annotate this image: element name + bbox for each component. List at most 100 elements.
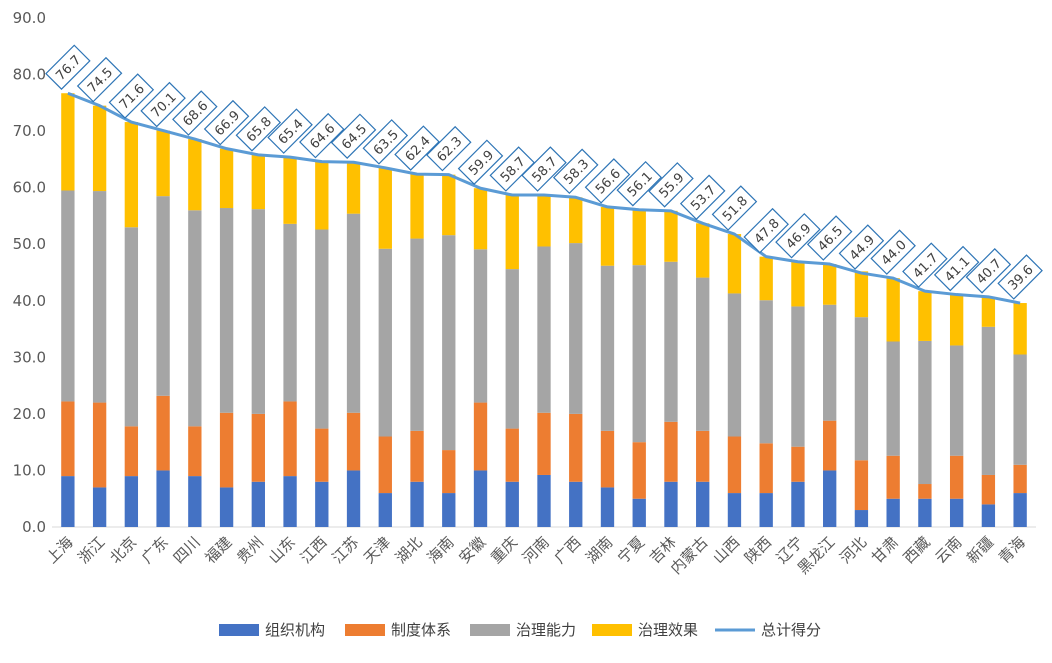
bar-segment-4: [791, 261, 805, 307]
y-axis-ticks: 0.0 10.0 20.0 30.0 40.0 50.0 60.0 70.0 80.0 90.0: [13, 9, 46, 536]
bar-segment-4: [442, 174, 456, 236]
bar-segment-3: [696, 277, 710, 431]
bar-segment-4: [696, 223, 710, 278]
bar-segment-3: [124, 227, 139, 427]
total-line: [67, 91, 1021, 305]
bar-segment-1: [61, 476, 75, 527]
bar-segment-1: [949, 498, 964, 527]
bar-segment-1: [92, 487, 107, 527]
data-label-box: [997, 254, 1043, 300]
bar-segment-4: [315, 161, 329, 230]
data-label-box: [870, 229, 916, 275]
x-category-label: 贵州: [233, 533, 267, 567]
data-label-box: [267, 108, 313, 154]
bar-segment-3: [283, 223, 297, 402]
bar-segment-4: [188, 139, 202, 211]
bar-segment-2: [886, 455, 900, 499]
bar-segment-3: [410, 238, 424, 431]
legend-item: 组织机构: [219, 621, 325, 639]
bar-segment-4: [854, 271, 869, 318]
legend-swatch: [345, 624, 385, 636]
bar-segment-1: [378, 493, 392, 527]
bar-segment-1: [600, 487, 615, 527]
data-label-box: [140, 81, 186, 128]
y-tick-label: 20.0: [13, 405, 46, 423]
data-label-box: [775, 212, 821, 259]
x-category-label: 湖北: [392, 533, 426, 567]
bar-segment-3: [442, 235, 456, 451]
x-category-label: 西藏: [900, 533, 934, 567]
legend-item: 治理效果: [592, 621, 698, 639]
bar-segment-2: [442, 450, 456, 494]
data-label-box: [108, 73, 155, 119]
x-category-label: 北京: [106, 533, 140, 567]
bar-segment-1: [569, 481, 583, 527]
bar-segment-4: [981, 296, 996, 327]
bar-segment-1: [442, 493, 456, 527]
bar-segment-1: [791, 481, 805, 527]
bar-segment-1: [664, 481, 678, 527]
total-data-label: 46.9: [775, 212, 821, 259]
bar-segment-2: [600, 430, 615, 488]
bar-segment-2: [791, 446, 805, 482]
x-category-label: 广西: [551, 533, 585, 567]
x-category-label: 安徽: [455, 533, 489, 567]
bar-segment-3: [156, 196, 170, 396]
x-category-label: 江苏: [328, 533, 362, 567]
bar-segment-4: [92, 105, 107, 192]
bar-segment-3: [569, 243, 583, 414]
bar-segment-2: [61, 401, 75, 477]
x-category-label: 云南: [932, 533, 966, 567]
bar-segment-2: [981, 474, 996, 505]
bar-segment-1: [727, 493, 742, 527]
bar-segment-2: [156, 395, 170, 471]
legend-label: 总计得分: [761, 621, 821, 639]
bar-segment-1: [696, 481, 710, 527]
bar-segment-3: [854, 317, 869, 461]
y-tick-label: 90.0: [13, 9, 46, 27]
bar-segment-4: [251, 154, 265, 210]
bar-segment-3: [378, 248, 392, 437]
bar-segment-2: [569, 413, 583, 482]
bar-segment-4: [473, 188, 488, 250]
data-label-box: [552, 148, 599, 195]
x-category-label: 山东: [265, 533, 299, 567]
data-label-box: [521, 146, 567, 192]
y-tick-label: 10.0: [13, 461, 46, 479]
bar-segment-1: [981, 504, 996, 527]
bar-segment-2: [1013, 464, 1027, 494]
bar-segment-1: [886, 498, 900, 527]
x-category-label: 青海: [995, 533, 1029, 567]
bar-segment-2: [315, 428, 329, 482]
bar-segment-2: [378, 436, 392, 494]
y-tick-label: 0.0: [22, 518, 46, 536]
bar-segment-2: [505, 428, 519, 482]
bar-segment-4: [727, 234, 742, 294]
x-category-label: 福建: [201, 533, 235, 567]
bar-segment-4: [918, 291, 932, 341]
x-category-label: 河北: [836, 533, 870, 567]
bar-segment-3: [727, 293, 742, 437]
bar-segment-4: [346, 162, 361, 214]
bar-segment-3: [632, 265, 646, 443]
bar-segment-3: [791, 306, 805, 447]
x-category-label: 宁夏: [614, 533, 648, 567]
bar-segment-1: [823, 470, 837, 527]
bar-segment-1: [854, 510, 869, 527]
bar-segment-1: [537, 474, 551, 527]
bar-segment-2: [918, 484, 932, 499]
data-label-box: [806, 215, 853, 261]
data-label-box: [457, 139, 504, 186]
bar-segment-3: [346, 213, 361, 413]
bar-segment-2: [632, 442, 646, 499]
data-label-box: [902, 242, 948, 288]
x-category-label: 甘肃: [868, 533, 902, 567]
bar-segment-4: [664, 210, 678, 262]
bar-segment-2: [124, 426, 139, 477]
bar-segment-3: [188, 210, 202, 427]
bar-segment-1: [918, 498, 932, 527]
x-category-label: 广东: [138, 533, 172, 567]
bar-segment-3: [61, 190, 75, 402]
bar-segment-4: [886, 278, 900, 342]
bar-segment-2: [188, 426, 202, 477]
